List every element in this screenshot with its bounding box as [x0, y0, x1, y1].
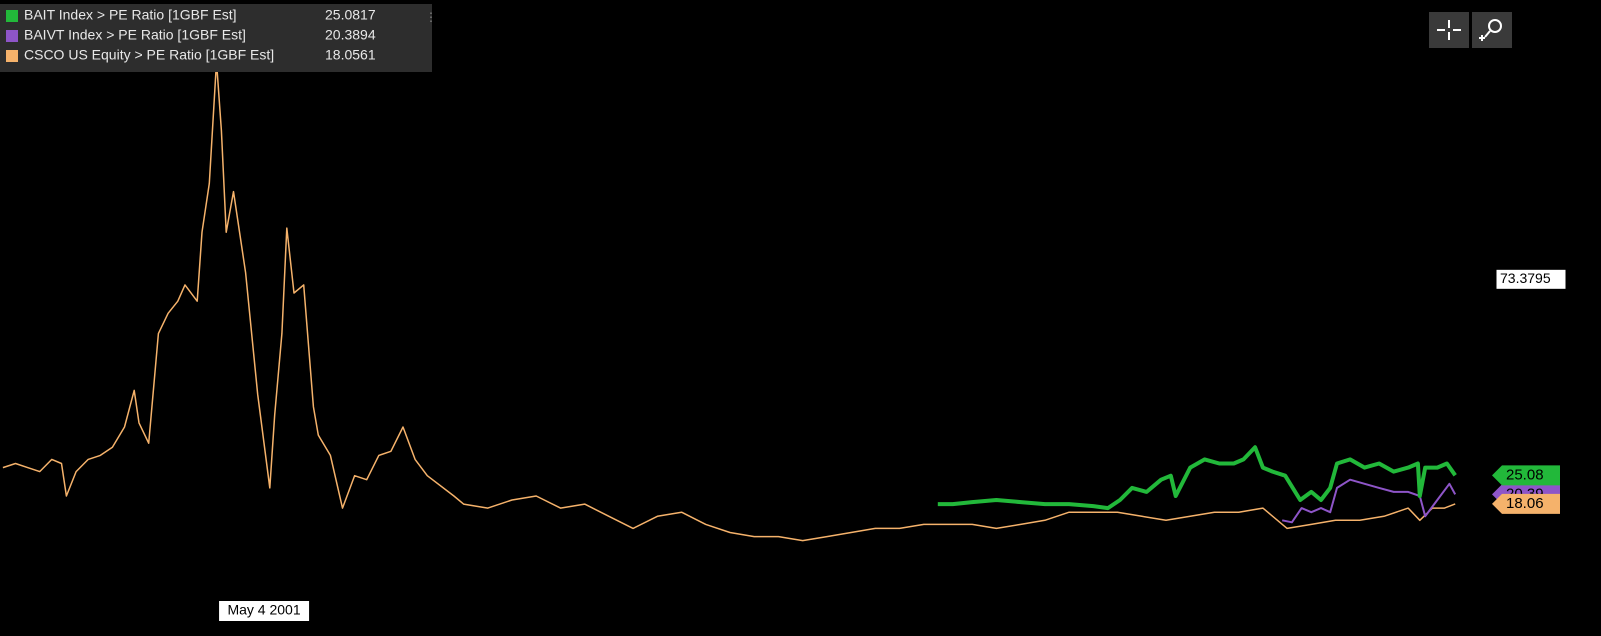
zoom-button[interactable] — [1472, 12, 1512, 48]
value-tag-label: 25.08 — [1506, 466, 1544, 483]
crosshair-x-box — [219, 601, 310, 621]
series-line — [2, 60, 1456, 542]
series-line — [937, 445, 1457, 511]
legend-label: BAIT Index > PE Ratio [1GBF Est] — [24, 7, 237, 23]
value-tag — [1492, 465, 1560, 486]
crosshair-icon — [1437, 20, 1461, 40]
plot — [2, 60, 1457, 542]
crosshair-y-box — [1495, 268, 1567, 290]
legend: ⋮ BAIT Index > PE Ratio [1GBF Est] 25.081… — [0, 4, 437, 72]
legend-box — [0, 4, 432, 72]
legend-value: 20.3894 — [325, 27, 376, 43]
value-tag — [1492, 493, 1560, 514]
zoom-icon — [1488, 19, 1502, 33]
zoom-icon — [1479, 30, 1491, 41]
drag-handle[interactable]: ⋮ — [425, 10, 437, 24]
crosshair-x-label: May 4 2001 — [227, 602, 300, 618]
legend-value: 18.0561 — [325, 47, 376, 63]
legend-label: BAIVT Index > PE Ratio [1GBF Est] — [24, 27, 246, 43]
series-line — [1281, 478, 1457, 524]
legend-swatch — [6, 50, 18, 62]
legend-label: CSCO US Equity > PE Ratio [1GBF Est] — [24, 47, 274, 63]
legend-swatch — [6, 30, 18, 42]
crosshair-y-label: 73.3795 — [1500, 270, 1551, 286]
value-tag-label: 18.06 — [1506, 495, 1544, 512]
legend-value: 25.0817 — [325, 7, 376, 23]
toolbar — [1429, 12, 1512, 48]
legend-swatch — [6, 10, 18, 22]
crosshair-button[interactable] — [1429, 12, 1469, 48]
